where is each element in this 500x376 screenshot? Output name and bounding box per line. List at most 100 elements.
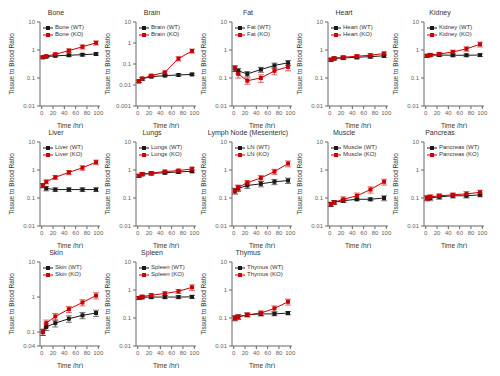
svg-text:0.01: 0.01 — [215, 223, 227, 229]
svg-text:1: 1 — [128, 287, 132, 293]
svg-text:Time (hr): Time (hr) — [249, 122, 275, 128]
svg-text:100: 100 — [477, 230, 488, 236]
svg-text:0: 0 — [232, 350, 236, 356]
svg-text:40: 40 — [253, 110, 260, 116]
svg-text:0.01: 0.01 — [119, 343, 131, 349]
svg-text:20: 20 — [146, 110, 153, 116]
svg-text:1: 1 — [128, 167, 132, 173]
svg-text:1: 1 — [32, 47, 36, 53]
svg-text:100: 100 — [285, 110, 296, 116]
svg-text:0.1: 0.1 — [123, 61, 132, 67]
svg-text:100: 100 — [189, 350, 200, 356]
svg-text:0.01: 0.01 — [23, 103, 35, 109]
svg-text:80: 80 — [84, 350, 91, 356]
svg-text:60: 60 — [456, 230, 463, 236]
svg-text:0.01: 0.01 — [215, 343, 227, 349]
svg-text:100: 100 — [381, 110, 392, 116]
svg-text:0.01: 0.01 — [311, 103, 323, 109]
svg-text:0.01: 0.01 — [407, 223, 419, 229]
svg-text:0.1: 0.1 — [123, 315, 132, 321]
svg-text:10: 10 — [412, 19, 419, 25]
svg-text:100: 100 — [93, 110, 104, 116]
svg-text:40: 40 — [349, 230, 356, 236]
svg-text:100: 100 — [93, 230, 104, 236]
svg-text:Tissue to Blood Ratio: Tissue to Blood Ratio — [104, 153, 111, 215]
svg-text:0.1: 0.1 — [315, 195, 324, 201]
svg-text:0: 0 — [40, 230, 44, 236]
svg-text:0.1: 0.1 — [123, 195, 132, 201]
svg-text:40: 40 — [61, 350, 68, 356]
svg-text:1: 1 — [416, 167, 420, 173]
svg-text:10: 10 — [220, 139, 227, 145]
svg-text:0.001: 0.001 — [116, 103, 132, 109]
svg-text:10: 10 — [220, 19, 227, 25]
svg-text:10: 10 — [316, 19, 323, 25]
svg-text:80: 80 — [276, 110, 283, 116]
svg-text:0: 0 — [40, 110, 44, 116]
svg-text:40: 40 — [61, 110, 68, 116]
svg-text:20: 20 — [146, 350, 153, 356]
svg-text:40: 40 — [61, 230, 68, 236]
svg-text:80: 80 — [276, 230, 283, 236]
svg-text:10: 10 — [316, 139, 323, 145]
svg-text:0: 0 — [424, 230, 428, 236]
svg-text:60: 60 — [72, 110, 79, 116]
svg-text:Tissue to Blood Ratio: Tissue to Blood Ratio — [200, 33, 207, 95]
svg-text:10: 10 — [28, 19, 35, 25]
svg-text:Tissue to Blood Ratio: Tissue to Blood Ratio — [8, 33, 15, 95]
svg-text:10: 10 — [124, 259, 131, 265]
svg-text:60: 60 — [456, 110, 463, 116]
svg-text:0.01: 0.01 — [23, 223, 35, 229]
svg-text:60: 60 — [168, 350, 175, 356]
svg-text:Time (hr): Time (hr) — [153, 362, 179, 368]
svg-text:0: 0 — [424, 110, 428, 116]
svg-text:60: 60 — [72, 350, 79, 356]
svg-text:20: 20 — [338, 230, 345, 236]
svg-text:40: 40 — [253, 350, 260, 356]
svg-text:Time (hr): Time (hr) — [153, 122, 179, 128]
svg-text:Time (hr): Time (hr) — [57, 362, 83, 368]
svg-text:10: 10 — [28, 259, 35, 265]
svg-text:80: 80 — [84, 230, 91, 236]
svg-text:10: 10 — [28, 139, 35, 145]
svg-text:0: 0 — [136, 110, 140, 116]
svg-text:20: 20 — [242, 110, 249, 116]
svg-text:100: 100 — [477, 110, 488, 116]
svg-text:100: 100 — [189, 110, 200, 116]
svg-text:0.1: 0.1 — [315, 75, 324, 81]
svg-text:0.1: 0.1 — [411, 195, 420, 201]
svg-text:100: 100 — [93, 350, 104, 356]
svg-text:10: 10 — [220, 259, 227, 265]
svg-text:20: 20 — [50, 350, 57, 356]
svg-text:0.1: 0.1 — [411, 75, 420, 81]
svg-text:0.1: 0.1 — [219, 315, 228, 321]
svg-text:1: 1 — [320, 167, 324, 173]
svg-text:Tissue to Blood Ratio: Tissue to Blood Ratio — [296, 33, 303, 95]
svg-text:100: 100 — [285, 230, 296, 236]
svg-text:40: 40 — [253, 230, 260, 236]
svg-text:80: 80 — [468, 110, 475, 116]
svg-text:10: 10 — [124, 19, 131, 25]
svg-text:60: 60 — [360, 110, 367, 116]
svg-text:Time (hr): Time (hr) — [249, 362, 275, 368]
svg-text:Time (hr): Time (hr) — [441, 122, 467, 128]
svg-text:60: 60 — [264, 230, 271, 236]
svg-text:0.01: 0.01 — [215, 103, 227, 109]
svg-text:1: 1 — [128, 40, 132, 46]
svg-text:10: 10 — [412, 139, 419, 145]
svg-text:80: 80 — [372, 230, 379, 236]
svg-text:80: 80 — [180, 110, 187, 116]
svg-text:100: 100 — [285, 350, 296, 356]
svg-text:60: 60 — [168, 230, 175, 236]
svg-text:20: 20 — [242, 230, 249, 236]
svg-text:1: 1 — [416, 47, 420, 53]
svg-text:0.01: 0.01 — [311, 223, 323, 229]
svg-text:0: 0 — [40, 350, 44, 356]
svg-text:20: 20 — [434, 230, 441, 236]
svg-text:Tissue to Blood Ratio: Tissue to Blood Ratio — [392, 153, 399, 215]
svg-text:1: 1 — [320, 47, 324, 53]
svg-text:0: 0 — [328, 230, 332, 236]
svg-text:100: 100 — [189, 230, 200, 236]
svg-text:0.1: 0.1 — [27, 329, 36, 335]
svg-text:40: 40 — [445, 230, 452, 236]
